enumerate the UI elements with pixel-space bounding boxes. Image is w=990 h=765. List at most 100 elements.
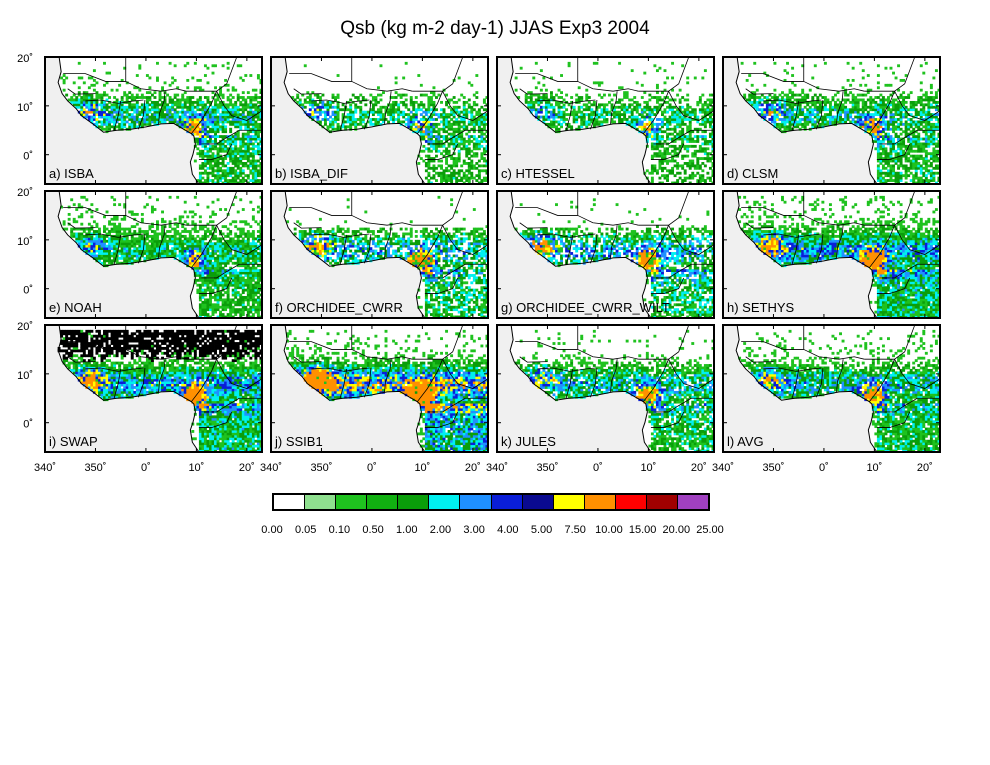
runoff-cell bbox=[861, 98, 865, 102]
runoff-cell bbox=[145, 115, 149, 119]
runoff-cell bbox=[806, 96, 810, 99]
runoff-cell bbox=[643, 127, 647, 131]
runoff-cell bbox=[781, 118, 784, 121]
runoff-cell bbox=[130, 93, 134, 97]
runoff-cell bbox=[854, 105, 858, 109]
runoff-cell bbox=[560, 110, 563, 114]
runoff-cell bbox=[188, 113, 192, 117]
runoff-cell bbox=[919, 108, 923, 112]
runoff-cell bbox=[927, 164, 931, 168]
runoff-cell bbox=[912, 154, 916, 158]
runoff-cell bbox=[676, 118, 680, 121]
runoff-cell bbox=[653, 152, 657, 156]
runoff-cell bbox=[231, 86, 235, 90]
runoff-cell bbox=[145, 91, 149, 95]
runoff-cell bbox=[318, 100, 322, 104]
runoff-cell bbox=[201, 144, 205, 148]
runoff-cell bbox=[214, 154, 217, 158]
runoff-cell bbox=[166, 110, 170, 114]
runoff-cell bbox=[691, 110, 695, 114]
runoff-cell bbox=[927, 130, 931, 134]
runoff-cell bbox=[424, 132, 428, 136]
runoff-cell bbox=[823, 122, 827, 126]
runoff-cell bbox=[123, 256, 127, 260]
runoff-cell bbox=[671, 110, 675, 114]
runoff-cell bbox=[125, 100, 129, 104]
runoff-cell bbox=[861, 100, 865, 104]
runoff-cell bbox=[92, 122, 96, 126]
runoff-cell bbox=[851, 66, 855, 70]
runoff-cell bbox=[334, 96, 337, 99]
runoff-cell bbox=[419, 113, 423, 117]
runoff-cell bbox=[447, 125, 451, 129]
runoff-cell bbox=[760, 108, 764, 112]
runoff-cell bbox=[105, 118, 109, 121]
runoff-cell bbox=[259, 154, 263, 158]
runoff-cell bbox=[922, 166, 926, 170]
runoff-cell bbox=[876, 96, 880, 99]
runoff-cell bbox=[113, 120, 117, 124]
runoff-cell bbox=[909, 149, 913, 153]
runoff-cell bbox=[544, 108, 548, 112]
runoff-cell bbox=[90, 239, 94, 243]
runoff-cell bbox=[140, 93, 144, 97]
runoff-cell bbox=[864, 125, 868, 129]
runoff-cell bbox=[902, 113, 906, 117]
runoff-cell bbox=[313, 93, 317, 97]
runoff-cell bbox=[467, 103, 471, 107]
runoff-cell bbox=[914, 140, 918, 143]
panel-frame bbox=[44, 56, 263, 185]
runoff-cell bbox=[196, 118, 200, 121]
runoff-cell bbox=[655, 86, 659, 90]
runoff-cell bbox=[927, 137, 931, 141]
runoff-cell bbox=[447, 144, 451, 148]
runoff-cell bbox=[894, 181, 898, 185]
runoff-cell bbox=[331, 96, 335, 99]
runoff-cell bbox=[110, 259, 114, 263]
runoff-cell bbox=[703, 135, 707, 138]
runoff-cell bbox=[120, 242, 124, 246]
runoff-cell bbox=[671, 159, 675, 163]
runoff-cell bbox=[82, 103, 86, 107]
runoff-cell bbox=[452, 147, 456, 151]
runoff-cell bbox=[361, 113, 365, 117]
runoff-cell bbox=[254, 152, 258, 156]
runoff-cell bbox=[110, 88, 114, 92]
runoff-cell bbox=[655, 108, 659, 112]
runoff-cell bbox=[354, 125, 358, 129]
runoff-cell bbox=[929, 86, 933, 90]
runoff-cell bbox=[236, 132, 240, 136]
runoff-cell bbox=[917, 157, 921, 160]
runoff-cell bbox=[437, 144, 441, 148]
runoff-cell bbox=[211, 152, 215, 156]
runoff-cell bbox=[440, 144, 443, 148]
runoff-cell bbox=[460, 135, 464, 138]
runoff-cell bbox=[460, 137, 464, 141]
runoff-cell bbox=[904, 130, 908, 134]
runoff-cell bbox=[427, 174, 431, 178]
runoff-cell bbox=[424, 130, 428, 134]
runoff-cell bbox=[688, 115, 692, 119]
runoff-cell bbox=[708, 125, 712, 129]
runoff-cell bbox=[635, 127, 639, 131]
runoff-cell bbox=[608, 110, 611, 114]
runoff-cell bbox=[153, 100, 157, 104]
runoff-cell bbox=[602, 115, 606, 119]
runoff-cell bbox=[113, 244, 117, 248]
runoff-cell bbox=[693, 140, 697, 143]
runoff-cell bbox=[655, 147, 659, 151]
runoff-cell bbox=[841, 98, 845, 102]
runoff-cell bbox=[806, 122, 810, 126]
runoff-cell bbox=[881, 113, 885, 117]
runoff-cell bbox=[602, 120, 606, 124]
runoff-cell bbox=[171, 115, 175, 119]
runoff-cell bbox=[666, 147, 669, 151]
runoff-cell bbox=[231, 135, 235, 138]
runoff-cell bbox=[193, 132, 197, 136]
runoff-cell bbox=[676, 179, 680, 182]
runoff-cell bbox=[894, 108, 898, 112]
runoff-cell bbox=[193, 110, 197, 114]
runoff-cell bbox=[92, 244, 96, 248]
runoff-cell bbox=[97, 234, 101, 238]
runoff-cell bbox=[688, 140, 692, 143]
